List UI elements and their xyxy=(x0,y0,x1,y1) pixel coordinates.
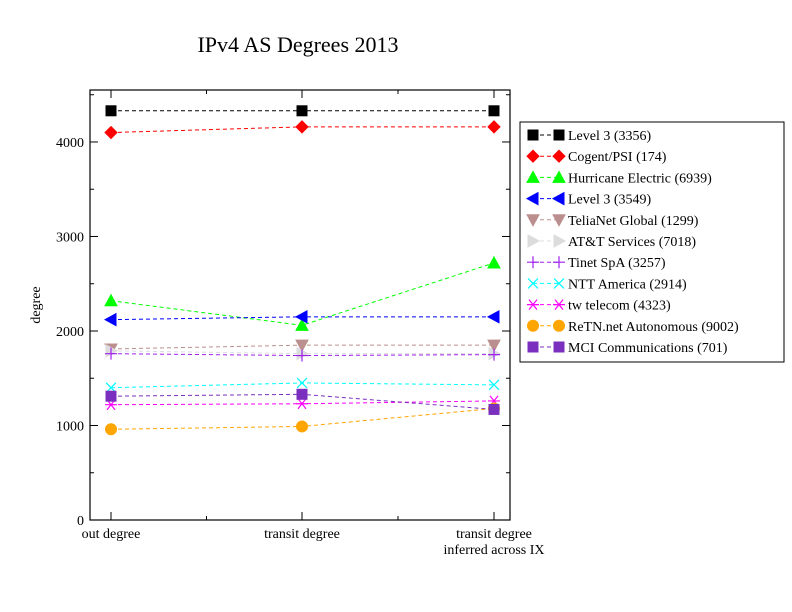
data-point xyxy=(488,105,500,117)
y-axis-ticks: 0 1000 2000 3000 4000 xyxy=(56,94,510,529)
legend-marker xyxy=(553,299,565,310)
data-point xyxy=(105,423,117,436)
legend-item: Tinet SpA (3257) xyxy=(527,256,666,271)
legend-marker xyxy=(527,129,539,141)
series-7 xyxy=(105,377,500,394)
data-point xyxy=(487,255,501,269)
legend-label: Hurricane Electric (6939) xyxy=(568,171,712,186)
data-point xyxy=(295,318,309,331)
legend-marker xyxy=(527,341,539,353)
data-point xyxy=(104,125,118,140)
legend-marker xyxy=(526,149,540,163)
chart-title: IPv4 AS Degrees 2013 xyxy=(197,32,398,57)
data-point xyxy=(103,312,117,327)
y-tick-label: 2000 xyxy=(56,325,84,340)
legend-marker xyxy=(527,256,539,269)
legend-marker xyxy=(527,319,539,332)
data-point xyxy=(296,377,308,389)
data-point xyxy=(105,390,117,402)
legend-marker xyxy=(527,234,541,248)
legend-marker xyxy=(525,191,539,206)
y-tick-label: 4000 xyxy=(56,136,84,151)
x-tick-label: transit degree inferred across IX xyxy=(443,527,544,558)
legend-item: TeliaNet Global (1299) xyxy=(526,214,699,229)
data-point xyxy=(105,105,117,117)
series-2 xyxy=(104,255,501,331)
data-point xyxy=(487,339,501,353)
data-point xyxy=(296,349,308,362)
data-point xyxy=(296,398,308,410)
x-axis-ticks: out degree transit degree transit degree in… xyxy=(82,90,545,558)
data-point xyxy=(294,309,308,324)
series-10 xyxy=(105,388,500,415)
legend-marker xyxy=(553,319,565,332)
data-point xyxy=(487,120,501,134)
y-axis-label: degree xyxy=(29,286,44,323)
legend-marker xyxy=(526,214,540,227)
series-layer xyxy=(103,105,502,436)
y-tick-label: 3000 xyxy=(56,230,84,245)
data-point xyxy=(295,339,309,353)
x-tick-label: out degree xyxy=(82,527,141,542)
y-tick-label: 0 xyxy=(77,514,84,529)
legend-marker xyxy=(553,129,565,141)
legend-item: Hurricane Electric (6939) xyxy=(526,170,712,186)
data-point xyxy=(488,348,500,361)
legend-marker xyxy=(553,277,565,289)
data-point xyxy=(104,293,118,307)
data-point xyxy=(295,120,309,134)
legend-item: Level 3 (3549) xyxy=(525,191,652,208)
legend-marker xyxy=(527,299,539,310)
x-tick-label: transit degree xyxy=(264,527,340,542)
data-point xyxy=(486,309,500,324)
series-8 xyxy=(105,395,500,411)
series-6 xyxy=(105,347,500,362)
legend-marker xyxy=(526,170,540,183)
legend-marker xyxy=(553,341,565,353)
legend-marker xyxy=(552,214,566,227)
legend-marker xyxy=(551,191,565,206)
legend-item: MCI Communications (701) xyxy=(527,341,728,356)
plot-frame xyxy=(89,89,511,521)
y-tick-label: 1000 xyxy=(56,419,84,434)
legend-label: Level 3 (3549) xyxy=(568,193,652,208)
legend-item: AT&T Services (7018) xyxy=(527,234,696,250)
data-point xyxy=(488,403,500,415)
data-point xyxy=(488,379,500,391)
legend-marker xyxy=(552,170,566,183)
data-point xyxy=(105,347,117,360)
legend-label: NTT America (2914) xyxy=(568,277,687,292)
series-0 xyxy=(105,105,500,117)
legend-label: TeliaNet Global (1299) xyxy=(568,214,699,229)
data-point xyxy=(296,105,308,117)
legend-marker xyxy=(552,149,566,163)
series-3 xyxy=(103,309,500,327)
series-9 xyxy=(105,402,500,436)
legend-item: NTT America (2914) xyxy=(527,277,687,292)
legend: Level 3 (3356) Cogent/PSI (174) Hurricane … xyxy=(525,129,739,356)
legend-item: ReTN.net Autonomous (9002) xyxy=(527,319,739,335)
legend-marker xyxy=(553,256,565,269)
legend-label: Cogent/PSI (174) xyxy=(568,150,667,165)
legend-label: ReTN.net Autonomous (9002) xyxy=(568,320,739,335)
legend-item: Cogent/PSI (174) xyxy=(526,149,667,165)
series-1 xyxy=(104,120,501,140)
legend-label: AT&T Services (7018) xyxy=(568,235,696,250)
legend-item: tw telecom (4323) xyxy=(527,299,671,314)
data-point xyxy=(296,420,308,433)
legend-marker xyxy=(527,277,539,289)
legend-label: MCI Communications (701) xyxy=(568,341,728,356)
legend-label: Level 3 (3356) xyxy=(568,129,652,144)
legend-item: Level 3 (3356) xyxy=(527,129,652,144)
legend-marker xyxy=(553,234,567,248)
data-point xyxy=(296,388,308,400)
legend-label: Tinet SpA (3257) xyxy=(568,256,666,271)
legend-label: tw telecom (4323) xyxy=(568,299,671,314)
